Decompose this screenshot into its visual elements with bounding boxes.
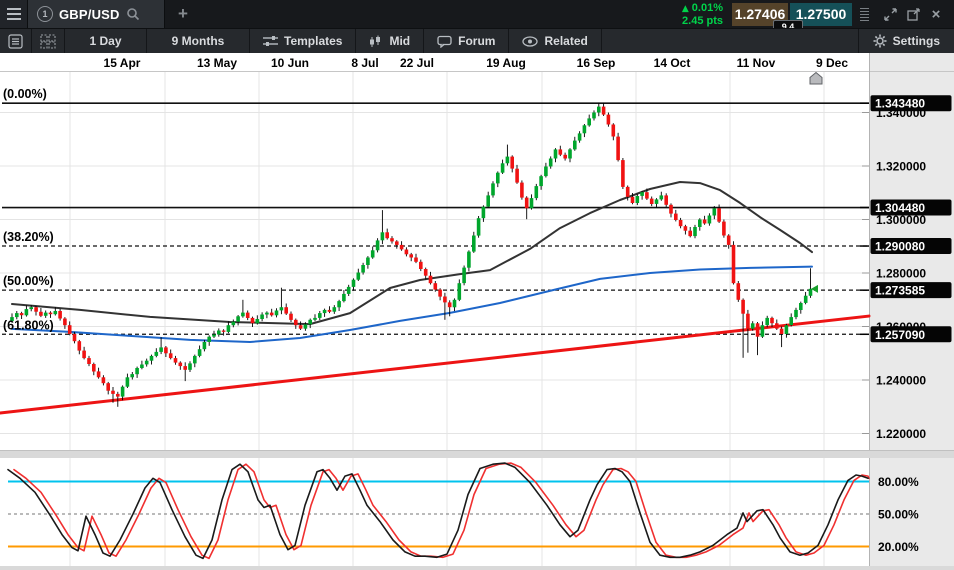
drag-grip-handle[interactable] (856, 0, 872, 28)
svg-text:80.00%: 80.00% (878, 475, 919, 489)
svg-text:20.00%: 20.00% (878, 540, 919, 554)
related-label: Related (544, 34, 588, 48)
candles (10, 102, 813, 407)
buy-price-button[interactable]: 1.27500 (790, 2, 852, 26)
popout-window-icon[interactable] (905, 6, 921, 22)
svg-text:10 Jun: 10 Jun (271, 56, 309, 70)
hamburger-icon (6, 8, 21, 10)
svg-text:1.273585: 1.273585 (875, 284, 925, 298)
svg-text:(38.20%): (38.20%) (3, 230, 54, 244)
fibonacci-lines[interactable] (2, 102, 869, 335)
svg-text:1.304480: 1.304480 (875, 201, 925, 215)
search-icon[interactable] (126, 7, 140, 21)
gear-icon (873, 34, 887, 48)
svg-text:1.257090: 1.257090 (875, 328, 925, 342)
related-button[interactable]: Related (509, 29, 602, 53)
forum-label: Forum (458, 34, 496, 48)
dealing-rates: 1.27406 1.27500 9.4 (732, 0, 852, 34)
svg-text:(0.00%): (0.00%) (3, 87, 47, 101)
oscillator-levels: 80.00% 50.00% 20.00% (8, 475, 919, 554)
svg-text:11 Nov: 11 Nov (737, 56, 776, 70)
change-percent: 0.01% (691, 2, 723, 14)
tab-symbol-label: GBP/USD (59, 6, 120, 22)
svg-text:1.343480: 1.343480 (875, 97, 925, 111)
date-axis: 15 Apr 13 May 10 Jun 8 Jul 22 Jul 19 Aug 16 Se… (104, 56, 848, 85)
list-icon (8, 33, 23, 49)
svg-text:1.290080: 1.290080 (875, 240, 925, 254)
sma-blue-line[interactable] (11, 265, 813, 343)
chart-toolbar: 1 Day 9 Months Templates Mid Forum (0, 28, 954, 53)
speech-bubble-icon (437, 35, 452, 48)
current-bar-marker (809, 71, 823, 85)
svg-text:1.220000: 1.220000 (876, 427, 926, 441)
templates-label: Templates (284, 34, 343, 48)
sma-black-line[interactable] (11, 181, 813, 326)
menu-button[interactable] (0, 0, 28, 28)
svg-text:1.240000: 1.240000 (876, 374, 926, 388)
range-selector[interactable]: 9 Months (147, 29, 250, 53)
svg-text:9 Dec: 9 Dec (816, 56, 848, 70)
templates-sliders-icon (263, 35, 278, 47)
price-mode-label: Mid (389, 34, 411, 48)
svg-text:1.280000: 1.280000 (876, 267, 926, 281)
price-change-readout: ▲ 0.01% 2.45 pts (682, 0, 723, 28)
grid-layout-icon (40, 33, 56, 49)
svg-text:1.320000: 1.320000 (876, 160, 926, 174)
svg-text:22 Jul: 22 Jul (400, 56, 434, 70)
candlestick-icon (369, 35, 383, 48)
last-price-marker (811, 284, 818, 293)
trendline[interactable] (0, 314, 871, 415)
settings-label: Settings (892, 34, 940, 48)
svg-text:15 Apr: 15 Apr (104, 56, 141, 70)
svg-text:16 Sep: 16 Sep (577, 56, 616, 70)
period-selector[interactable]: 1 Day (65, 29, 147, 53)
close-icon[interactable]: × (931, 5, 941, 23)
svg-text:1.300000: 1.300000 (876, 213, 926, 227)
fibonacci-labels: (0.00%) (38.20%) (50.00%) (61.80%) (3, 87, 54, 332)
period-label: 1 Day (89, 34, 122, 48)
range-label: 9 Months (171, 34, 225, 48)
chart-list-button[interactable] (0, 29, 32, 53)
eye-icon (522, 35, 539, 47)
layout-button[interactable] (32, 29, 65, 53)
svg-text:19 Aug: 19 Aug (486, 56, 526, 70)
svg-text:50.00%: 50.00% (878, 508, 919, 522)
add-tab-button[interactable]: + (178, 4, 188, 23)
tab-number-badge: 1 (37, 6, 53, 22)
templates-button[interactable]: Templates (250, 29, 357, 53)
sell-price-button[interactable]: 1.27406 (732, 2, 788, 26)
svg-text:14 Oct: 14 Oct (654, 56, 691, 70)
price-axis-badges: 1.343480 1.304480 1.290080 1.273585 1.257090 (860, 95, 952, 343)
up-arrow-icon: ▲ (681, 4, 689, 14)
forum-button[interactable]: Forum (424, 29, 510, 53)
svg-text:(61.80%): (61.80%) (3, 318, 54, 332)
settings-button[interactable]: Settings (857, 29, 954, 53)
expand-icon[interactable] (882, 6, 898, 22)
stochastic-k-line[interactable] (7, 462, 869, 560)
chart-titlebar: 1 GBP/USD + ▲ 0.01% 2.45 pts 1.27406 1.2… (0, 0, 954, 34)
price-mode-button[interactable]: Mid (356, 29, 425, 53)
svg-text:8 Jul: 8 Jul (351, 56, 378, 70)
window-controls: × (872, 0, 954, 28)
svg-text:(50.00%): (50.00%) (3, 274, 54, 288)
chart-tab-gbpusd[interactable]: 1 GBP/USD (28, 0, 165, 28)
svg-text:13 May: 13 May (197, 56, 237, 70)
change-points: 2.45 pts (682, 15, 723, 27)
